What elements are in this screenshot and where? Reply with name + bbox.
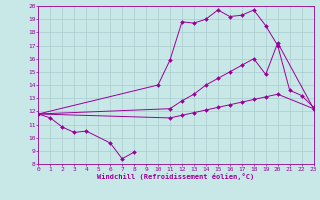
X-axis label: Windchill (Refroidissement éolien,°C): Windchill (Refroidissement éolien,°C) [97,173,255,180]
